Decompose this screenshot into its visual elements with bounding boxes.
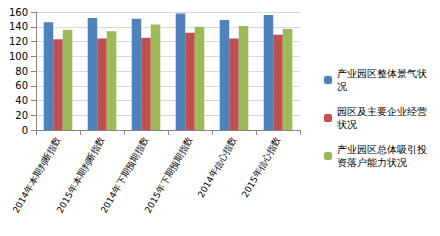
svg-text:2015年信心指数: 2015年信心指数 bbox=[240, 135, 283, 199]
svg-text:80: 80 bbox=[15, 66, 28, 77]
svg-text:园区及主要企业经营: 园区及主要企业经营 bbox=[337, 106, 427, 117]
svg-text:0: 0 bbox=[22, 125, 28, 136]
svg-text:2014年信心指数: 2014年信心指数 bbox=[196, 135, 239, 199]
svg-text:资落户能力状况: 资落户能力状况 bbox=[337, 157, 407, 168]
svg-text:40: 40 bbox=[15, 95, 28, 106]
svg-text:140: 140 bbox=[9, 21, 28, 32]
svg-text:2015年本期判断指数: 2015年本期判断指数 bbox=[55, 135, 107, 214]
svg-text:产业园区整体景气状: 产业园区整体景气状 bbox=[337, 68, 427, 79]
svg-text:况: 况 bbox=[337, 81, 347, 92]
svg-text:2015年下期预期指数: 2015年下期预期指数 bbox=[143, 135, 195, 214]
svg-text:100: 100 bbox=[9, 51, 28, 62]
svg-text:状况: 状况 bbox=[336, 119, 357, 130]
svg-text:2014年本期判断指数: 2014年本期判断指数 bbox=[11, 135, 63, 214]
svg-text:20: 20 bbox=[15, 110, 28, 121]
svg-text:60: 60 bbox=[15, 80, 28, 91]
svg-text:120: 120 bbox=[9, 36, 28, 47]
svg-text:160: 160 bbox=[9, 7, 28, 18]
svg-text:产业园区总体吸引投: 产业园区总体吸引投 bbox=[337, 144, 427, 155]
svg-text:2014年下期预期指数: 2014年下期预期指数 bbox=[99, 135, 151, 214]
